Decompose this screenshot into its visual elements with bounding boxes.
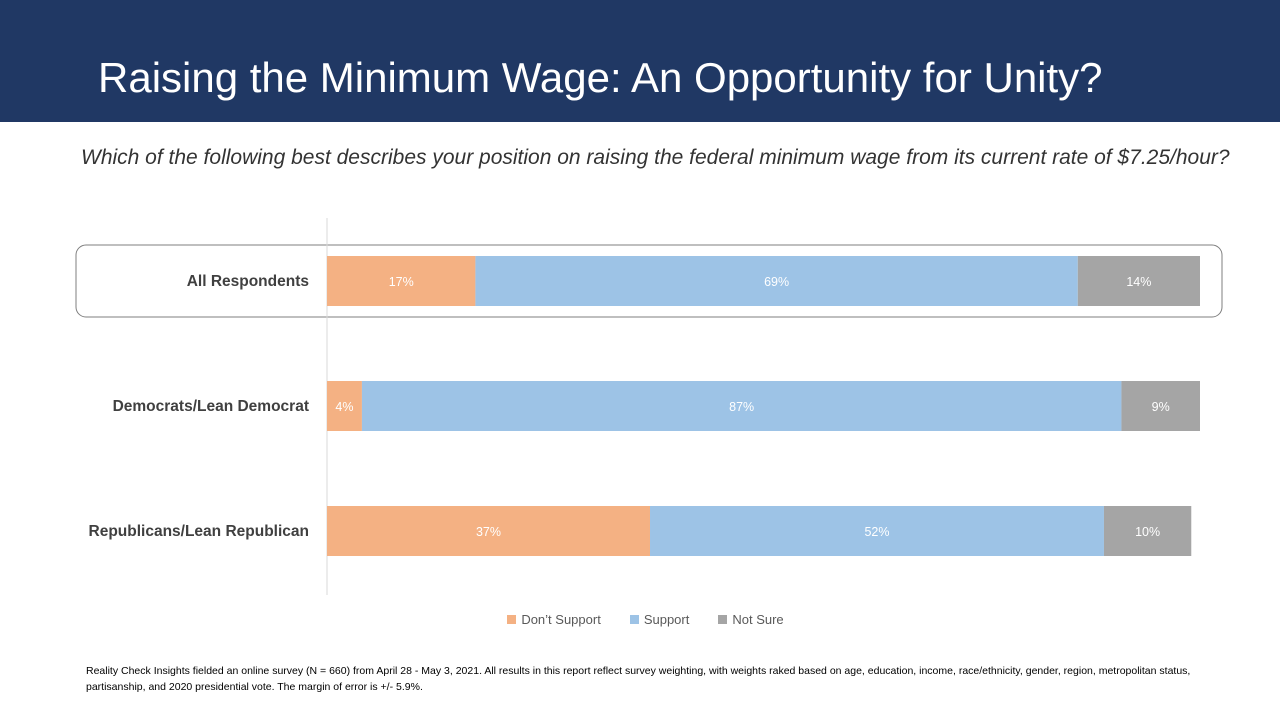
legend-item-not-sure: Not Sure (718, 612, 784, 627)
legend-swatch-support (629, 615, 639, 624)
slide-title: Raising the Minimum Wage: An Opportunity… (98, 54, 1103, 101)
bar-democrats-lean-democrat-not-sure (1121, 381, 1200, 431)
legend-swatch-not-sure (718, 615, 728, 624)
bar-all-respondents-support (475, 256, 1078, 306)
data-label-democrats-lean-democrat-don-t-support: 4% (335, 400, 353, 414)
legend-label-support: Support (643, 612, 690, 627)
data-label-all-respondents-don-t-support: 17% (389, 275, 414, 289)
data-label-republicans-lean-republican-not-sure: 10% (1135, 525, 1160, 539)
survey-footnote: Reality Check Insights fielded an online… (86, 665, 1191, 693)
bar-all-respondents-don-t-support (327, 256, 476, 306)
bar-republicans-lean-republican-support (650, 506, 1104, 556)
bar-all-respondents-not-sure (1077, 256, 1200, 306)
data-label-all-respondents-not-sure: 14% (1126, 275, 1151, 289)
legend-item-support: Support (629, 612, 690, 627)
stacked-bar-chart: All Respondents 17% 69% 14% Democrats/Lean D… (75, 218, 1223, 595)
bar-republicans-lean-republican-not-sure (1103, 506, 1192, 556)
bar-republicans-lean-republican-don-t-support (327, 506, 651, 556)
title-banner: Raising the Minimum Wage: An Opportunity… (0, 0, 1280, 122)
highlight-frame (75, 244, 1223, 318)
data-label-republicans-lean-republican-don-t-support: 37% (476, 525, 501, 539)
data-label-all-respondents-support: 69% (764, 275, 789, 289)
category-label-democrats-lean-democrat: Democrats/Lean Democrat (113, 398, 309, 415)
legend-label-not-sure: Not Sure (732, 612, 784, 627)
category-label-all-respondents: All Respondents (187, 273, 309, 290)
chart-legend: Don’t Support Support Not Sure (0, 612, 1280, 627)
data-label-democrats-lean-democrat-not-sure: 9% (1152, 400, 1170, 414)
survey-question: Which of the following best describes yo… (81, 146, 1230, 169)
legend-item-dont-support: Don’t Support (507, 612, 601, 627)
data-label-republicans-lean-republican-support: 52% (864, 525, 889, 539)
bar-democrats-lean-democrat-don-t-support (327, 381, 362, 431)
data-label-democrats-lean-democrat-support: 87% (729, 400, 754, 414)
legend-label-dont-support: Don’t Support (521, 612, 601, 627)
legend-swatch-dont-support (507, 615, 517, 624)
category-label-republicans-lean-republican: Republicans/Lean Republican (89, 523, 310, 540)
bar-democrats-lean-democrat-support (361, 381, 1122, 431)
